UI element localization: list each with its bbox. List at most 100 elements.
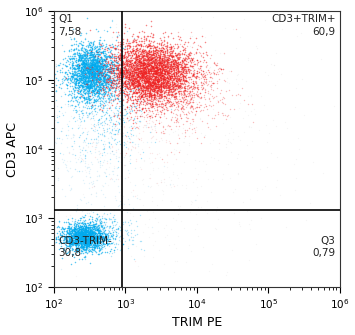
Point bbox=[112, 42, 118, 48]
Point bbox=[117, 85, 122, 90]
Point bbox=[113, 194, 118, 199]
Point bbox=[133, 70, 139, 75]
Point bbox=[164, 78, 170, 83]
Point bbox=[89, 63, 94, 69]
Point bbox=[165, 35, 171, 40]
Point bbox=[70, 239, 75, 244]
Point bbox=[165, 61, 170, 67]
Point bbox=[76, 143, 82, 149]
Point bbox=[182, 47, 188, 52]
Point bbox=[86, 242, 92, 247]
Point bbox=[106, 118, 112, 123]
Point bbox=[184, 68, 190, 74]
Point bbox=[165, 82, 170, 88]
Point bbox=[96, 94, 102, 100]
Point bbox=[141, 56, 146, 62]
Point bbox=[138, 42, 144, 47]
Point bbox=[157, 115, 163, 120]
Point bbox=[83, 228, 88, 234]
Point bbox=[76, 230, 81, 236]
Point bbox=[195, 233, 201, 238]
Point bbox=[201, 95, 207, 100]
Point bbox=[159, 83, 165, 88]
Point bbox=[144, 65, 150, 71]
Point bbox=[89, 64, 94, 70]
Point bbox=[156, 57, 162, 62]
Point bbox=[156, 66, 162, 71]
Point bbox=[173, 93, 178, 98]
Point bbox=[65, 102, 71, 107]
Point bbox=[119, 111, 125, 116]
Point bbox=[66, 238, 72, 243]
Point bbox=[72, 229, 78, 235]
Point bbox=[149, 92, 155, 98]
Point bbox=[96, 71, 102, 76]
Point bbox=[92, 150, 98, 155]
Point bbox=[84, 85, 90, 91]
Point bbox=[80, 47, 86, 52]
Point bbox=[120, 36, 126, 42]
Point bbox=[68, 233, 74, 238]
Point bbox=[99, 242, 105, 248]
Point bbox=[213, 72, 218, 77]
Point bbox=[150, 80, 156, 85]
Point bbox=[147, 175, 152, 181]
Point bbox=[151, 48, 156, 53]
Point bbox=[127, 48, 132, 54]
Point bbox=[73, 242, 78, 247]
Point bbox=[173, 71, 179, 77]
Point bbox=[153, 85, 159, 90]
Point bbox=[143, 71, 148, 76]
Point bbox=[90, 87, 96, 92]
Point bbox=[75, 101, 81, 107]
Point bbox=[142, 77, 148, 83]
Point bbox=[148, 76, 154, 81]
Point bbox=[97, 71, 103, 77]
Point bbox=[163, 86, 168, 91]
Point bbox=[79, 77, 85, 83]
Point bbox=[119, 75, 125, 80]
Point bbox=[135, 66, 141, 71]
Point bbox=[181, 135, 187, 140]
Point bbox=[132, 82, 137, 88]
Point bbox=[133, 218, 138, 223]
Point bbox=[80, 229, 85, 234]
Point bbox=[187, 88, 193, 93]
Point bbox=[103, 235, 109, 241]
Point bbox=[96, 90, 102, 95]
Point bbox=[92, 235, 98, 241]
Point bbox=[162, 60, 167, 65]
Point bbox=[73, 56, 79, 61]
Point bbox=[140, 61, 146, 66]
Point bbox=[94, 76, 100, 81]
Point bbox=[72, 59, 78, 64]
Point bbox=[101, 236, 106, 241]
Point bbox=[71, 240, 76, 245]
Point bbox=[126, 74, 132, 79]
Point bbox=[91, 115, 96, 120]
Point bbox=[83, 237, 88, 243]
Point bbox=[95, 71, 101, 76]
Point bbox=[167, 91, 173, 97]
Point bbox=[128, 64, 134, 69]
Point bbox=[130, 80, 135, 85]
Point bbox=[77, 238, 83, 244]
Point bbox=[92, 245, 98, 250]
Point bbox=[175, 88, 181, 93]
Point bbox=[85, 232, 91, 238]
Point bbox=[155, 65, 160, 71]
Point bbox=[139, 76, 144, 81]
Point bbox=[122, 49, 128, 54]
Point bbox=[166, 92, 171, 98]
Point bbox=[92, 62, 97, 67]
Point bbox=[101, 88, 107, 93]
Point bbox=[111, 61, 117, 66]
Point bbox=[65, 230, 71, 236]
Point bbox=[63, 239, 69, 244]
Point bbox=[87, 84, 93, 90]
Point bbox=[107, 74, 113, 79]
Point bbox=[128, 74, 134, 80]
Point bbox=[79, 92, 85, 98]
Point bbox=[158, 84, 164, 89]
Point bbox=[87, 55, 92, 60]
